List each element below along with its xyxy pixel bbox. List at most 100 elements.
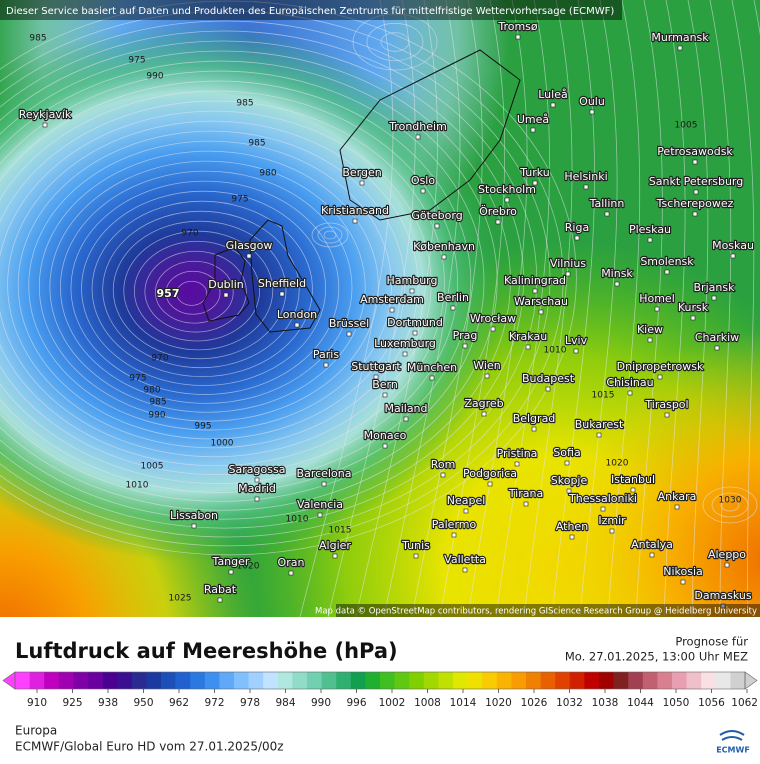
isobar: [0, 30, 538, 529]
isobar-label: 985: [149, 398, 166, 408]
city-label: Tallinn: [589, 197, 625, 210]
isobar: [28, 140, 393, 431]
colorbar-segment: [277, 672, 293, 689]
isobar: [49, 160, 366, 413]
city-marker: [630, 487, 636, 493]
isobar: [551, 0, 595, 617]
city-label: Podgorica: [463, 467, 517, 480]
city-label: Algier: [319, 539, 351, 552]
map: 9859759909859859809759709579709759809859…: [0, 0, 760, 617]
city-marker: [402, 351, 408, 357]
isobars: [0, 0, 760, 617]
city-label: Valletta: [444, 553, 486, 566]
city-label: Belgrad: [513, 412, 556, 425]
logo: ECMWF: [716, 746, 750, 755]
colorbar-segment: [248, 672, 264, 689]
isobar-label: 1010: [126, 481, 149, 491]
isobar: [165, 270, 221, 315]
colorbar-segment: [642, 672, 658, 689]
isobar: [144, 250, 247, 333]
model-run: ECMWF/Global Euro HD vom 27.01.2025/00z: [15, 740, 284, 754]
city-label: Pleskau: [629, 223, 671, 236]
isobar: [355, 0, 438, 617]
city-label: Oslo: [411, 174, 435, 187]
colorbar-tick-label: 996: [346, 697, 366, 709]
city-marker: [600, 506, 606, 512]
city-marker: [677, 45, 683, 51]
colorbar-segment: [453, 672, 468, 689]
city-label: Hamburg: [387, 274, 438, 287]
colorbar-segment: [15, 672, 30, 689]
attribution-bottom: Map data © OpenStreetMap contributors, r…: [315, 607, 757, 617]
isobar: [352, 13, 438, 71]
city-label: Luleå: [538, 88, 567, 101]
colorbar-segment: [307, 672, 322, 689]
city-marker: [317, 512, 323, 518]
isobar-label: 1015: [592, 391, 615, 401]
colorbar-segment: [482, 672, 498, 689]
city-marker: [415, 134, 421, 140]
city-label: Budapest: [522, 372, 575, 385]
city-label: Kursk: [678, 301, 709, 314]
city-marker: [693, 189, 699, 195]
city-label: Monaco: [364, 429, 407, 442]
city-marker: [321, 481, 327, 487]
city-label: Rom: [431, 458, 456, 471]
city-label: Saragossa: [229, 463, 286, 476]
colorbar-segment: [321, 672, 337, 689]
city-marker: [583, 184, 589, 190]
colorbar-frame: [14, 671, 746, 690]
city-label: Reykjavík: [19, 108, 72, 121]
city-marker: [441, 254, 447, 260]
city-label: Göteborg: [411, 209, 462, 222]
isobar: [0, 70, 485, 493]
city-marker: [409, 288, 415, 294]
city-label: Trondheim: [388, 120, 447, 133]
city-marker: [450, 305, 456, 311]
city-label: Nikosia: [663, 565, 703, 578]
isobar: [720, 498, 740, 512]
isobar: [467, 0, 528, 617]
isobar: [81, 190, 326, 386]
city-label: London: [277, 308, 317, 321]
isobar-label: 985: [236, 99, 253, 109]
city-marker: [532, 288, 538, 294]
isobar-label: 980: [259, 169, 276, 179]
colorbar-segment: [102, 672, 118, 689]
city-label: Kristiansand: [321, 204, 389, 217]
city-marker: [647, 337, 653, 343]
isobar: [323, 230, 337, 240]
city-label: Vilnius: [550, 257, 586, 270]
city-label: Sheffield: [258, 277, 306, 290]
city-marker: [564, 460, 570, 466]
city-marker: [649, 552, 655, 558]
isobar: [731, 0, 755, 617]
isobar: [0, 80, 472, 484]
coastline: [202, 49, 521, 333]
isobar: [91, 200, 313, 378]
city-marker: [720, 603, 726, 609]
isobar: [0, 10, 564, 547]
colorbar-tick-label: 1044: [627, 697, 654, 709]
city-marker: [495, 219, 501, 225]
city-marker: [382, 443, 388, 449]
isobar: [133, 240, 261, 342]
isobar-label: 1005: [141, 462, 164, 472]
colorbar-segment: [204, 672, 220, 689]
city-label: Aleppo: [708, 548, 746, 561]
isobar-label: 1025: [169, 594, 192, 604]
isobar: [299, 0, 394, 617]
isobar: [0, 90, 458, 475]
colorbar-segment: [467, 672, 483, 689]
colorbar-segment: [657, 672, 673, 689]
city-marker: [412, 330, 418, 336]
colorbar-tick-label: 978: [240, 697, 260, 709]
city-label: Brüssel: [329, 317, 369, 330]
city-marker: [647, 237, 653, 243]
colorbar-segment: [175, 672, 191, 689]
city-label: Paris: [313, 348, 339, 361]
city-label: Athen: [556, 520, 588, 533]
city-label: Antalya: [631, 538, 673, 551]
